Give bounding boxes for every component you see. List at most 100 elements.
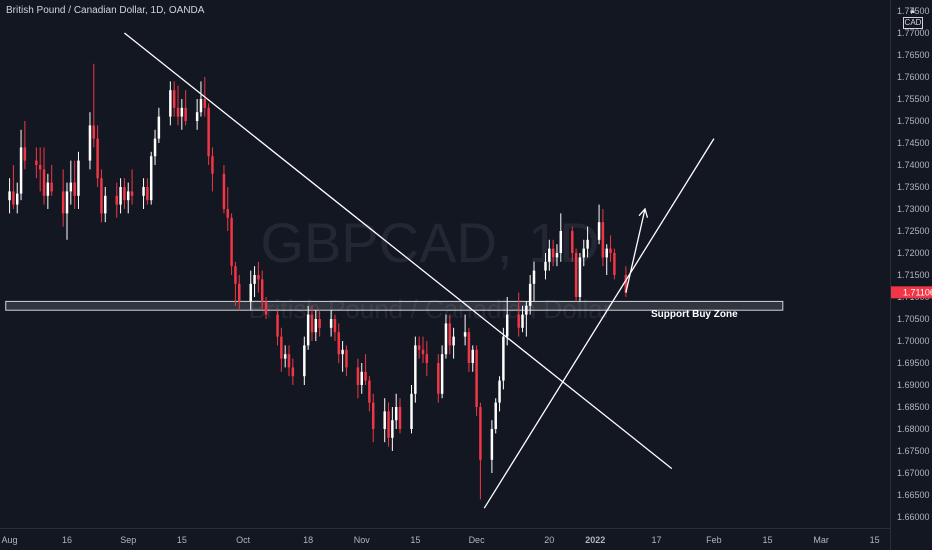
candle-body bbox=[176, 107, 180, 117]
candle bbox=[230, 213, 233, 275]
price-axis[interactable]: 1.66000 1.66500 1.67000 1.67500 1.68000 1.685… bbox=[897, 6, 930, 522]
candle-body bbox=[238, 283, 241, 302]
support-zone[interactable] bbox=[5, 300, 784, 311]
candle-body bbox=[498, 380, 501, 403]
time-tick-label: Dec bbox=[469, 535, 486, 545]
candle-body bbox=[73, 182, 76, 196]
candle bbox=[479, 402, 482, 500]
candle-body bbox=[207, 107, 210, 157]
candle bbox=[88, 112, 92, 170]
candle-body bbox=[571, 231, 574, 253]
candle bbox=[115, 182, 118, 218]
candle-body bbox=[613, 253, 616, 275]
candle-body bbox=[19, 147, 23, 194]
candle-body bbox=[437, 363, 440, 394]
candle-body bbox=[35, 160, 38, 165]
candle bbox=[597, 204, 601, 245]
candle bbox=[341, 341, 344, 372]
candle bbox=[264, 297, 268, 319]
price-tick-label: 1.69500 bbox=[897, 358, 930, 368]
candle-body bbox=[88, 125, 92, 161]
candle-body bbox=[364, 371, 367, 381]
candle bbox=[35, 147, 38, 179]
downtrend-line-segment[interactable] bbox=[124, 32, 673, 470]
candle bbox=[329, 310, 333, 337]
candle bbox=[494, 398, 497, 434]
candle-body bbox=[624, 275, 628, 293]
candle bbox=[517, 292, 520, 337]
candle bbox=[195, 99, 199, 130]
candle bbox=[180, 99, 184, 130]
price-tick-label: 1.67500 bbox=[897, 446, 930, 456]
candle bbox=[172, 81, 176, 117]
candle bbox=[571, 226, 574, 262]
candle bbox=[291, 358, 295, 385]
candle-body bbox=[180, 107, 184, 117]
candle bbox=[69, 160, 73, 205]
candle-body bbox=[601, 222, 605, 258]
support-zone-layer[interactable] bbox=[5, 300, 784, 311]
time-axis[interactable]: Aug 16 Sep 15 Oct 18 Nov 15 Dec 20 2022 17 Feb 15 Mar 1… bbox=[2, 535, 880, 545]
candle-body bbox=[417, 345, 421, 350]
candle bbox=[490, 420, 494, 473]
price-tick-label: 1.68000 bbox=[897, 424, 930, 434]
price-tick-label: 1.76500 bbox=[897, 50, 930, 60]
candle bbox=[38, 147, 42, 192]
candle-body bbox=[544, 261, 547, 271]
candle bbox=[448, 314, 452, 355]
projection-arrow[interactable] bbox=[625, 207, 649, 293]
price-tick-label: 1.75500 bbox=[897, 94, 930, 104]
candle bbox=[211, 147, 214, 192]
candle-body bbox=[559, 231, 563, 253]
candle-body bbox=[283, 354, 287, 359]
candle bbox=[440, 345, 444, 399]
annotation-support-buy-zone[interactable]: Support Buy Zone bbox=[651, 309, 738, 320]
candle-body bbox=[597, 222, 601, 240]
candle bbox=[383, 398, 386, 443]
candle bbox=[73, 160, 76, 209]
candle bbox=[425, 341, 429, 377]
candle bbox=[601, 209, 605, 267]
candle bbox=[559, 213, 563, 262]
candle-body bbox=[249, 283, 252, 302]
candle bbox=[77, 151, 80, 209]
candle bbox=[46, 173, 50, 209]
candle bbox=[337, 323, 341, 363]
candle bbox=[387, 402, 390, 447]
candle-body bbox=[578, 257, 582, 297]
candle-body bbox=[479, 407, 482, 460]
candle-body bbox=[609, 248, 612, 253]
candle bbox=[199, 81, 203, 117]
projection-arrow-segment[interactable] bbox=[625, 208, 646, 293]
candle-body bbox=[414, 345, 417, 394]
candle-body bbox=[257, 275, 260, 280]
candle bbox=[394, 393, 398, 429]
candle-body bbox=[502, 336, 505, 381]
candle bbox=[12, 165, 15, 209]
last-price-tag: 1.71106 bbox=[891, 286, 932, 299]
candle bbox=[42, 147, 46, 205]
candle-body bbox=[360, 371, 363, 385]
currency-selector[interactable]: 🔒︎ CAD bbox=[902, 4, 924, 29]
candle-body bbox=[77, 160, 80, 196]
price-tick-label: 1.71500 bbox=[897, 270, 930, 280]
candle-body bbox=[306, 314, 310, 346]
candle bbox=[142, 178, 145, 209]
candle-body bbox=[425, 354, 429, 363]
downtrend-line[interactable] bbox=[124, 32, 673, 470]
uptrend-line-segment[interactable] bbox=[483, 138, 715, 509]
candle bbox=[310, 305, 314, 341]
candle-body bbox=[490, 429, 494, 460]
candle-body bbox=[100, 178, 103, 214]
candle bbox=[314, 310, 318, 341]
candle bbox=[356, 358, 360, 399]
candle bbox=[50, 165, 53, 196]
candle-body bbox=[276, 314, 279, 337]
drawings-layer[interactable] bbox=[124, 32, 715, 509]
candle bbox=[475, 345, 478, 416]
uptrend-line[interactable] bbox=[483, 138, 715, 509]
time-tick-label: 2022 bbox=[585, 535, 605, 545]
candle bbox=[364, 354, 367, 385]
candle-body bbox=[172, 90, 176, 108]
